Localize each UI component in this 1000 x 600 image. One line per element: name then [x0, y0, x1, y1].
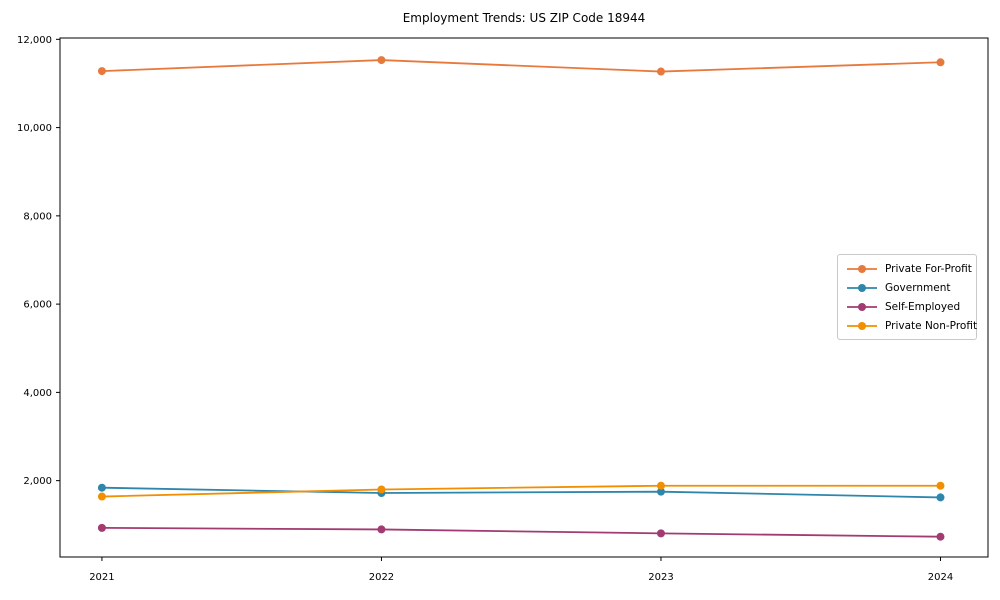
legend-item-self-employed: Self-Employed [844, 297, 970, 316]
series-line-self-employed [101, 526, 941, 538]
legend-item-private-for-profit: Private For-Profit [844, 259, 972, 278]
data-point-private-for-profit-2021 [97, 67, 106, 76]
data-point-government-2023 [656, 487, 665, 496]
y-axis-tick-label: 6,000 [23, 300, 52, 311]
data-point-self-employed-2022 [377, 525, 386, 534]
y-axis-tick-label: 4,000 [23, 388, 52, 399]
series-line-private-non-profit [101, 484, 941, 498]
x-axis-tick-label: 2023 [648, 572, 673, 583]
data-point-private-non-profit-2022 [377, 485, 386, 494]
y-axis-tick-label: 2,000 [23, 476, 52, 487]
data-point-private-non-profit-2021 [97, 492, 106, 501]
x-axis-tick-label: 2022 [369, 572, 394, 583]
legend: Private For-Profit Government Self-Employe… [837, 254, 977, 340]
legend-label: Self-Employed [885, 300, 961, 313]
data-point-self-employed-2023 [656, 529, 665, 538]
data-point-private-for-profit-2023 [656, 67, 665, 76]
legend-item-private-non-profit: Private Non-Profit [844, 316, 977, 335]
data-point-private-non-profit-2023 [656, 481, 665, 490]
legend-label: Private Non-Profit [885, 319, 978, 332]
y-axis-tick-label: 8,000 [23, 211, 52, 222]
legend-label: Private For-Profit [885, 262, 972, 275]
x-axis-tick-label: 2021 [89, 572, 114, 583]
data-point-self-employed-2021 [97, 523, 106, 532]
data-point-private-for-profit-2024 [936, 58, 945, 67]
legend-marker-icon [847, 321, 877, 330]
legend-marker-icon [847, 264, 877, 273]
axes-frame [59, 37, 989, 558]
legend-item-government: Government [844, 278, 970, 297]
series-line-government [101, 486, 941, 499]
data-point-private-non-profit-2024 [936, 481, 945, 490]
series-line-private-for-profit [101, 59, 941, 73]
chart-title: Employment Trends: US ZIP Code 18944 [402, 11, 646, 25]
data-point-private-for-profit-2022 [377, 56, 386, 65]
data-point-government-2021 [97, 483, 106, 492]
data-point-self-employed-2024 [936, 532, 945, 541]
legend-label: Government [885, 281, 951, 294]
y-axis-tick-label: 12,000 [17, 35, 52, 46]
legend-marker-icon [847, 283, 877, 292]
x-axis-tick-label: 2024 [928, 572, 953, 583]
legend-marker-icon [847, 302, 877, 311]
y-axis-tick-label: 10,000 [17, 123, 52, 134]
data-point-government-2024 [936, 493, 945, 502]
